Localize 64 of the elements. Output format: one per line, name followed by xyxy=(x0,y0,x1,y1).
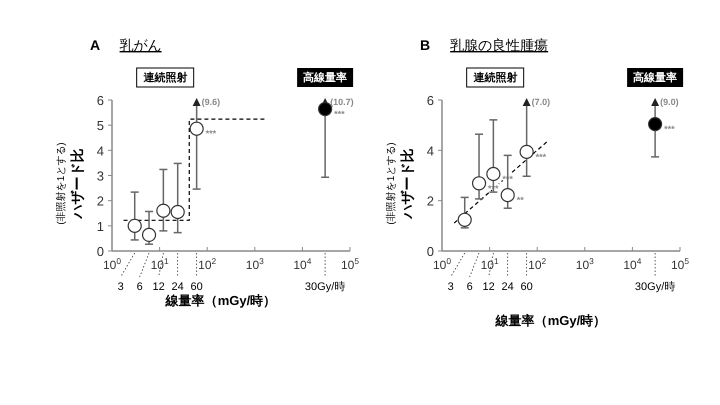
text: 30Gy/時 xyxy=(304,280,346,293)
point xyxy=(170,204,185,220)
data-label: *** xyxy=(664,124,676,134)
text: 60 xyxy=(520,281,533,293)
chart-title: A 乳がん xyxy=(90,37,162,53)
annotation: (10.7) xyxy=(330,97,354,107)
text: 3 xyxy=(448,281,454,293)
text: 60 xyxy=(190,281,203,293)
y-tick-label: 6 xyxy=(96,93,104,108)
text: 6 xyxy=(136,281,143,293)
y-tick-label: 3 xyxy=(96,168,104,184)
x-axis-title: 線量率（mGy/時） xyxy=(494,313,606,328)
y-tick-label: 6 xyxy=(426,93,434,108)
point xyxy=(486,166,500,182)
text: (非照射を1とする) xyxy=(55,142,67,225)
text: 12 xyxy=(482,281,495,293)
x-tick-label: 10$^{5}$ xyxy=(670,256,690,272)
text: (非照射を1とする) xyxy=(385,142,397,225)
x-tick-label: 10$^{2}$ xyxy=(198,256,217,272)
annotation: (7.0) xyxy=(532,97,550,107)
x-tick-label: 10$^{4}$ xyxy=(293,256,312,272)
point xyxy=(142,228,156,242)
y-axis-title: ハザード比 xyxy=(399,148,415,220)
y-tick-label: 4 xyxy=(96,143,104,158)
y-axis-title: ハザード比 xyxy=(69,148,85,220)
x-tick-label: 10$^{1}$ xyxy=(480,256,499,272)
x-axis-title: 線量率（mGy/時） xyxy=(164,293,276,308)
x-tick-label: 10$^{3}$ xyxy=(246,256,264,272)
x-tick-label: 10$^{2}$ xyxy=(528,256,547,272)
text: 連続照射 xyxy=(142,71,188,84)
point xyxy=(458,212,472,227)
data-label: ** xyxy=(516,195,524,206)
text: 高線量率 xyxy=(303,71,348,84)
text: 連続照射 xyxy=(472,71,518,84)
x-tick-label: 10$^{3}$ xyxy=(576,256,594,272)
text: 3 xyxy=(118,281,124,293)
annotation: (9.6) xyxy=(202,97,220,107)
text: 高線量率 xyxy=(633,71,678,84)
x-tick-label: 10$^{0}$ xyxy=(102,256,122,272)
text: 12 xyxy=(152,281,165,293)
point xyxy=(156,204,170,218)
text: 30Gy/時 xyxy=(634,280,676,293)
x-tick-label: 10$^{4}$ xyxy=(623,256,642,272)
x-tick-label: 10$^{5}$ xyxy=(340,256,360,272)
point xyxy=(472,176,486,190)
y-tick-label: 2 xyxy=(96,194,104,209)
data-label: *** xyxy=(206,128,217,139)
y-tick-label: 1 xyxy=(96,218,104,234)
x-tick-label: 10$^{1}$ xyxy=(150,256,169,272)
text: 24 xyxy=(502,281,514,293)
x-tick-label: 10$^{0}$ xyxy=(432,256,452,272)
data-label: *** xyxy=(334,109,346,120)
text: 24 xyxy=(172,281,184,293)
text: 6 xyxy=(466,281,473,293)
y-tick-label: 0 xyxy=(96,244,104,259)
y-tick-label: 2 xyxy=(426,194,434,209)
annotation: (9.0) xyxy=(660,97,679,107)
chart-title: B 乳腺の良性腫瘍 xyxy=(420,37,548,53)
y-tick-label: 0 xyxy=(426,244,434,259)
y-tick-label: 5 xyxy=(96,118,104,134)
point xyxy=(500,188,515,202)
point xyxy=(128,218,142,233)
data-label: *** xyxy=(536,152,547,162)
y-tick-label: 4 xyxy=(426,143,434,158)
